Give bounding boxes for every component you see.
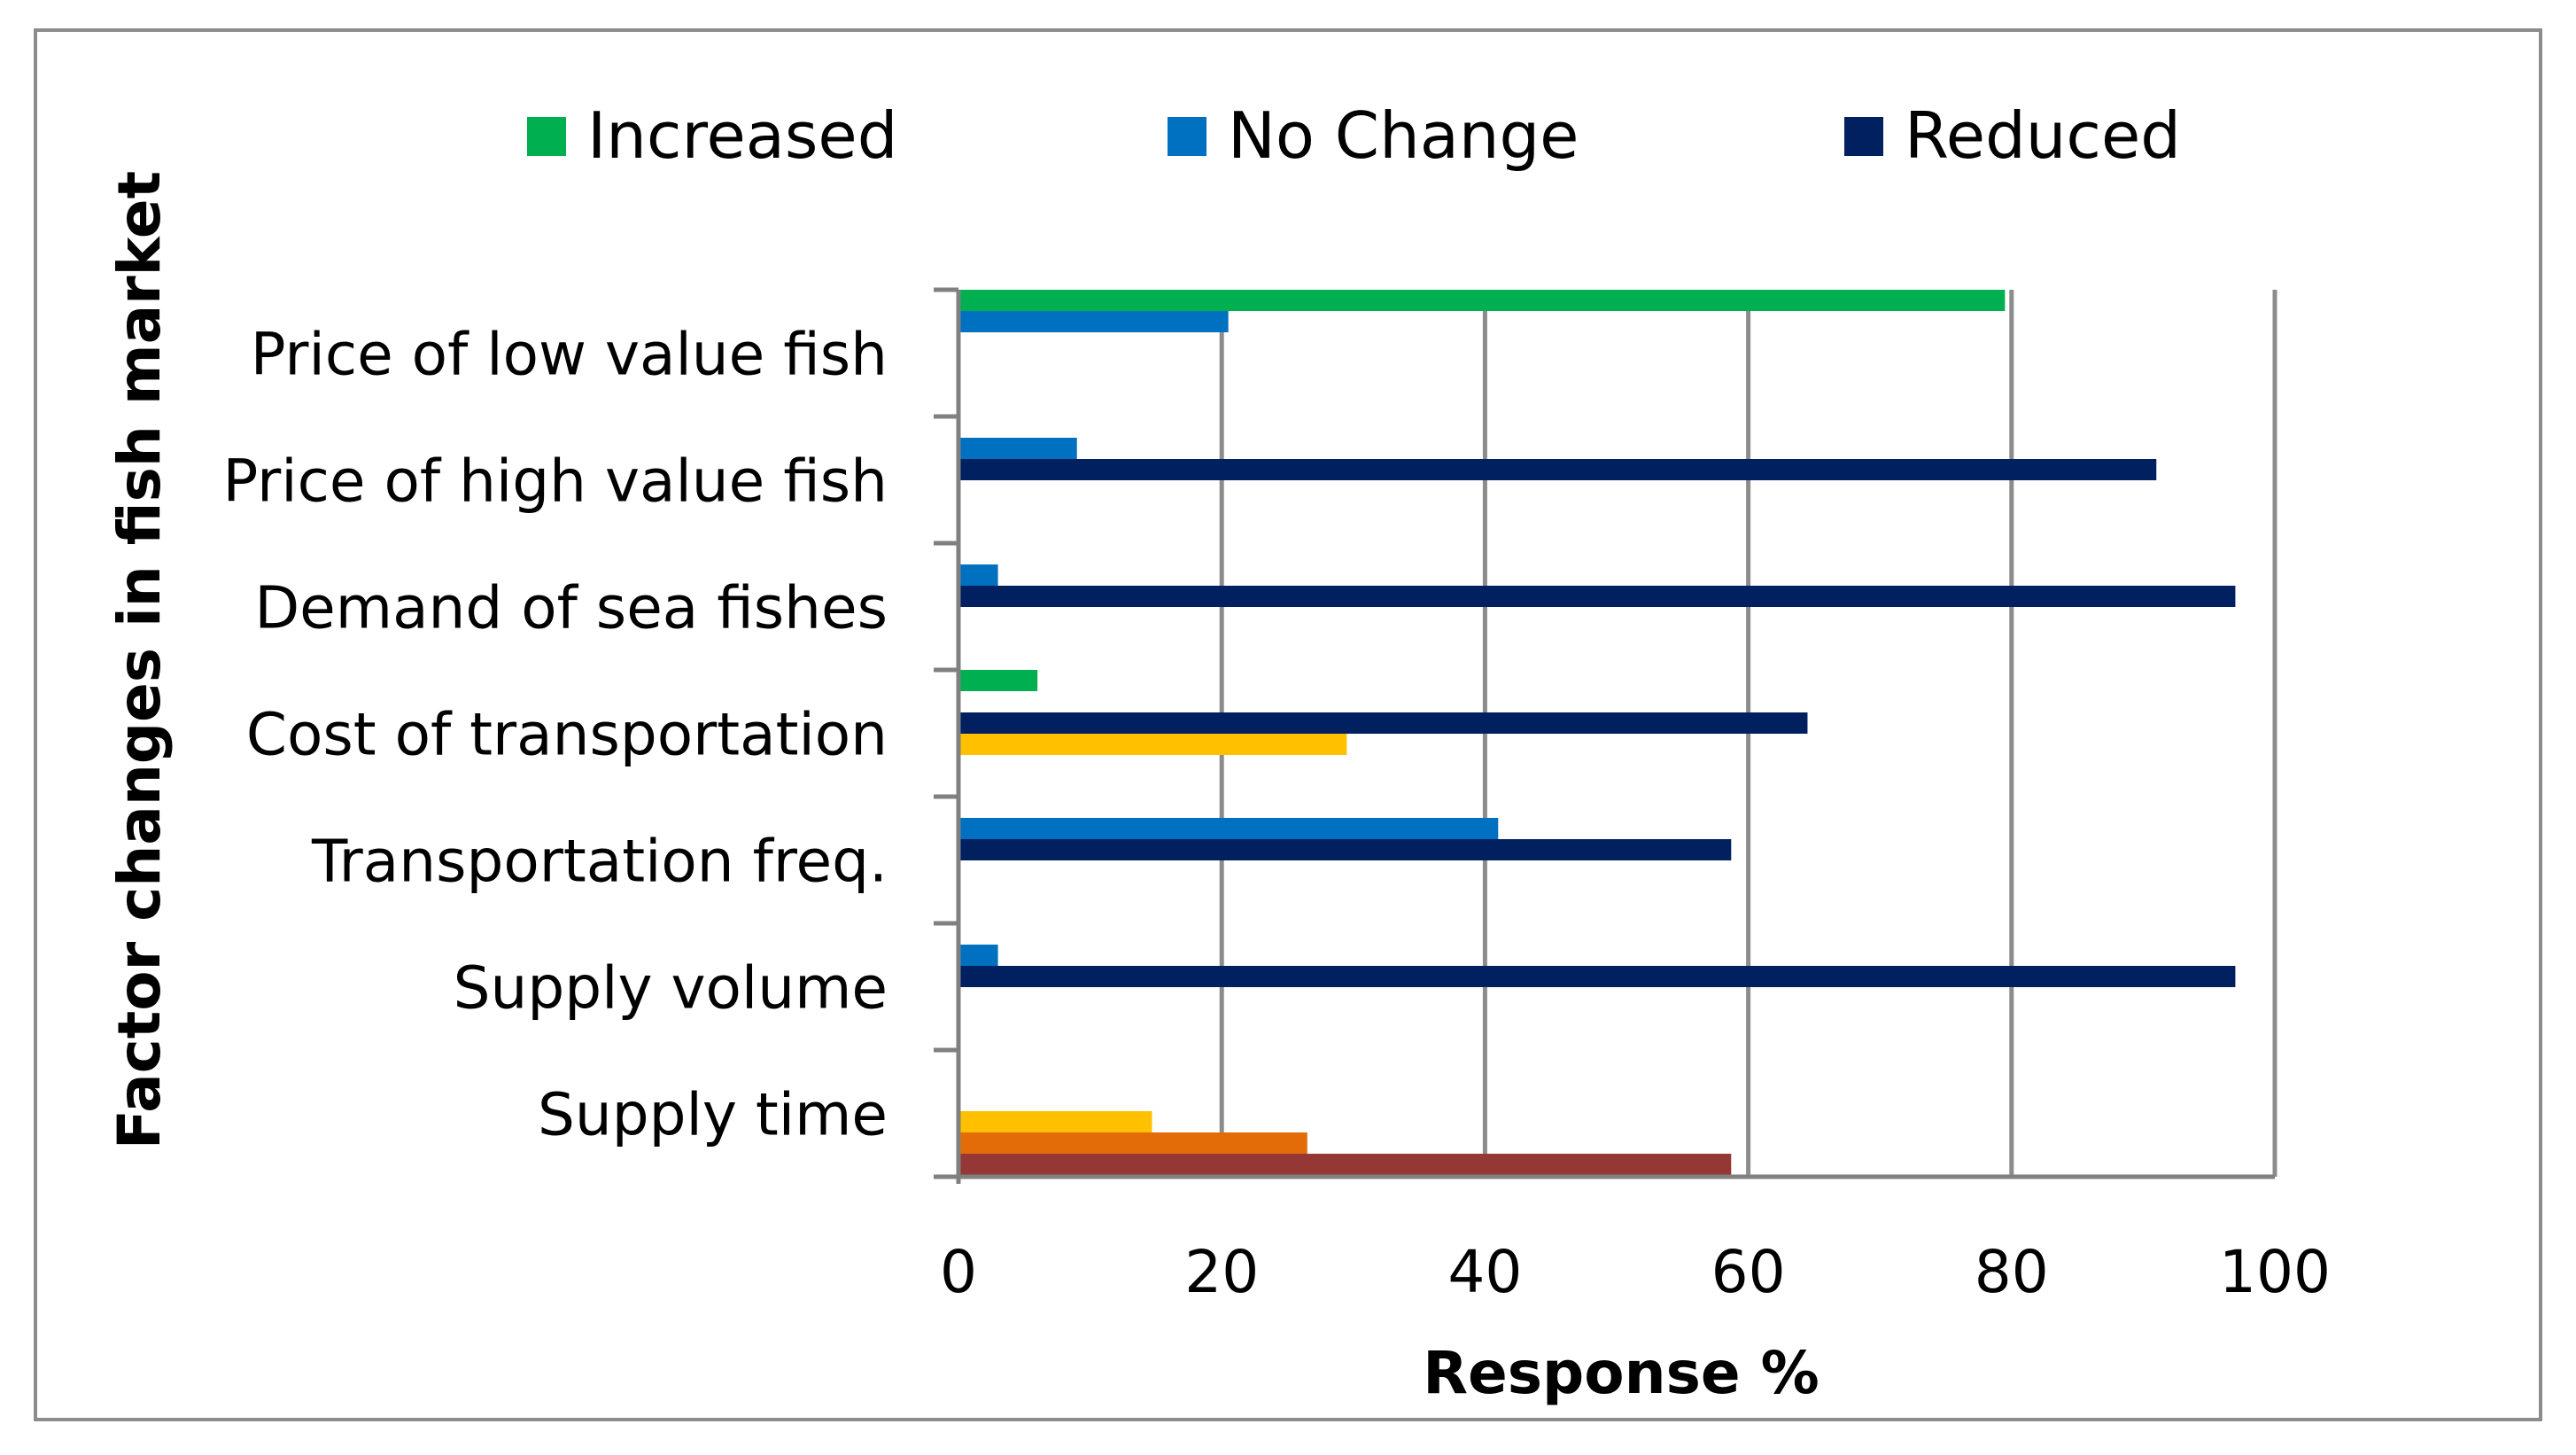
category-label: Price of high value fish (223, 447, 888, 516)
category-label: Cost of transportation (246, 701, 888, 769)
bar (958, 564, 998, 586)
category-labels: Price of low value fish Price of high val… (223, 321, 888, 1149)
legend-label: Reduced (1905, 98, 2181, 173)
bar (958, 459, 2157, 480)
category-label: Supply volume (454, 954, 888, 1023)
x-tick-label: 20 (1184, 1238, 1259, 1306)
category-label: Supply time (538, 1081, 888, 1149)
x-tick-label: 40 (1447, 1238, 1522, 1306)
legend-swatch (1844, 117, 1883, 156)
category-label: Demand of sea fishes (254, 574, 888, 642)
legend-label: No Change (1228, 98, 1579, 173)
bar (958, 1132, 1307, 1154)
category-label: Price of low value fish (251, 321, 888, 389)
x-tick-label: 0 (940, 1238, 977, 1306)
bar (958, 734, 1347, 755)
legend-swatch (527, 117, 566, 156)
bar (958, 290, 2006, 311)
category-label: Transportation freq. (311, 828, 888, 896)
x-tick-label: 60 (1711, 1238, 1786, 1306)
bar (958, 1154, 1732, 1175)
x-tick-label: 100 (2219, 1238, 2331, 1306)
bar (958, 311, 1229, 332)
y-axis-title: Factor changes in fish market (105, 171, 174, 1149)
legend: Increased No Change Reduced (527, 98, 2181, 173)
bar (958, 1111, 1152, 1132)
axes (934, 287, 2275, 1184)
bar (958, 966, 2236, 987)
x-tick-labels: 0 20 40 60 80 100 (940, 1238, 2331, 1306)
legend-label: Increased (587, 98, 897, 173)
bar (958, 438, 1077, 459)
bar (958, 945, 998, 966)
bar (958, 670, 1038, 691)
bar (958, 839, 1732, 860)
legend-swatch (1168, 117, 1207, 156)
bar (958, 818, 1499, 839)
bar (958, 712, 1808, 734)
bar (958, 586, 2236, 607)
x-tick-label: 80 (1975, 1238, 2049, 1306)
bars (958, 290, 2236, 1175)
x-axis-title: Response % (1423, 1339, 1819, 1407)
